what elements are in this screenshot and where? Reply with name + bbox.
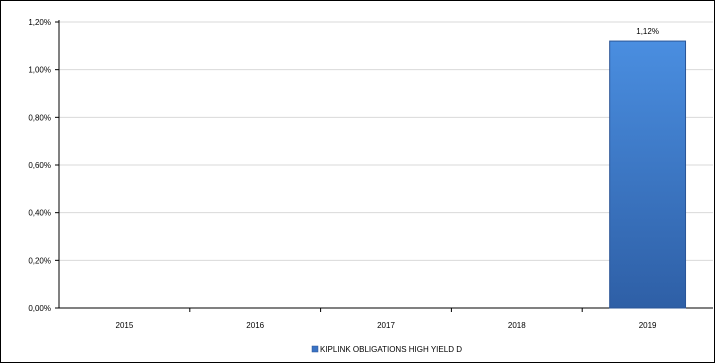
legend-swatch bbox=[311, 345, 319, 353]
bar-2019 bbox=[609, 40, 687, 309]
y-tick-label: 0,60% bbox=[28, 161, 51, 170]
x-tick-label: 2018 bbox=[508, 321, 526, 330]
gridlines bbox=[59, 21, 713, 261]
legend: KIPLINK OBLIGATIONS HIGH YIELD D bbox=[311, 345, 462, 354]
y-tick-label: 1,20% bbox=[28, 18, 51, 27]
x-tick-label: 2015 bbox=[116, 321, 134, 330]
y-tick-label: 0,20% bbox=[28, 256, 51, 265]
x-tick-label: 2016 bbox=[246, 321, 264, 330]
y-tick-label: 0,80% bbox=[28, 113, 51, 122]
legend-label: KIPLINK OBLIGATIONS HIGH YIELD D bbox=[320, 345, 462, 354]
y-axis-ticks: 0,00% 0,20% 0,40% 0,60% 0,80% 1,00% 1,20% bbox=[28, 18, 51, 313]
y-tick-label: 0,00% bbox=[28, 304, 51, 313]
axes bbox=[55, 20, 713, 312]
data-label-2019: 1,12% bbox=[636, 27, 659, 36]
x-axis-ticks: 2015 2016 2017 2018 2019 bbox=[116, 321, 658, 330]
x-tick-label: 2017 bbox=[377, 321, 395, 330]
data-labels: 1,12% bbox=[636, 27, 659, 36]
bars bbox=[609, 40, 687, 309]
y-tick-label: 1,00% bbox=[28, 66, 51, 75]
y-tick-label: 0,40% bbox=[28, 209, 51, 218]
x-tick-label: 2019 bbox=[639, 321, 657, 330]
